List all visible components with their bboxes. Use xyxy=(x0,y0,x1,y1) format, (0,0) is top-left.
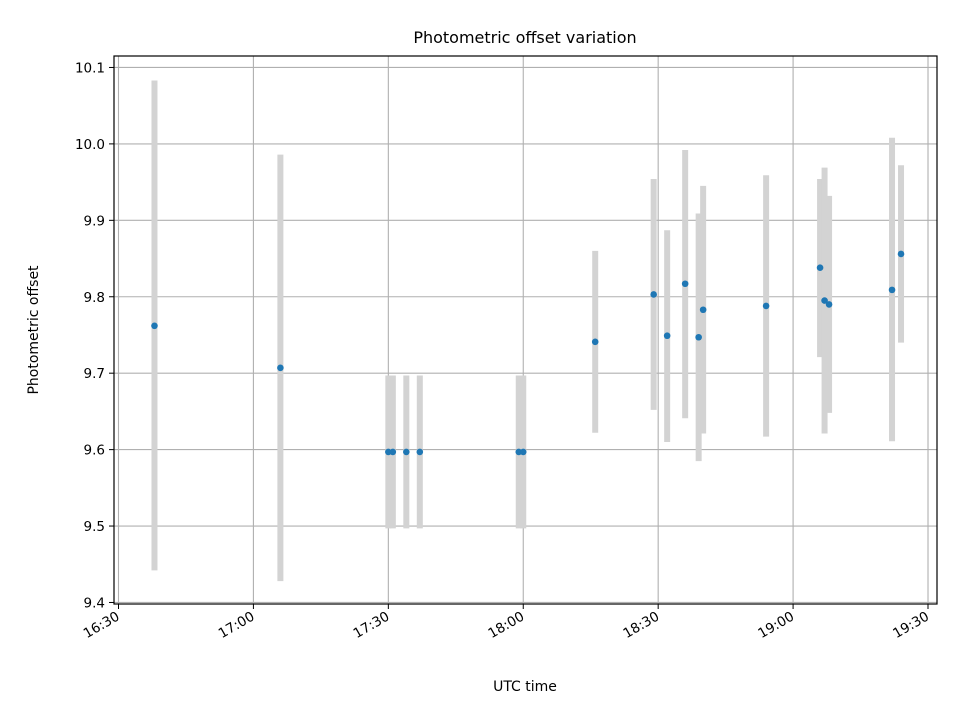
data-point xyxy=(650,291,657,298)
data-point xyxy=(403,448,410,456)
y-tick-label: 9.6 xyxy=(84,443,105,459)
data-point xyxy=(681,280,689,288)
data-point xyxy=(897,250,905,258)
error-bars xyxy=(151,80,905,582)
data-point xyxy=(416,448,424,456)
plot-frame xyxy=(113,55,938,605)
y-tick-label: 10.1 xyxy=(75,60,105,76)
x-axis-ticks: 16:30 17:00 17:30 18:00 18:30 19:00 19:30 xyxy=(81,604,932,642)
x-axis-label: UTC time xyxy=(493,679,557,695)
data-point xyxy=(277,364,284,372)
y-axis-ticks: 9.4 9.5 9.6 9.7 9.8 9.9 10.0 10.1 xyxy=(75,60,114,611)
chart-title: Photometric offset variation xyxy=(413,28,636,47)
data-point xyxy=(888,286,896,294)
data-point xyxy=(591,338,599,346)
data-point xyxy=(762,302,770,310)
y-tick-label: 9.4 xyxy=(84,595,105,611)
grid xyxy=(114,56,937,604)
x-tick-label: 17:30 xyxy=(351,609,393,642)
data-point xyxy=(821,297,828,304)
data-point xyxy=(663,332,671,340)
data-point xyxy=(389,448,397,456)
x-tick-label: 18:00 xyxy=(486,609,528,642)
x-tick-label: 19:00 xyxy=(755,609,797,642)
data-point xyxy=(816,264,824,272)
data-points xyxy=(151,250,905,456)
data-point xyxy=(519,448,527,456)
x-tick-label: 16:30 xyxy=(81,609,123,642)
data-point xyxy=(825,301,833,308)
y-tick-label: 9.7 xyxy=(84,366,105,382)
y-tick-label: 9.5 xyxy=(84,519,105,535)
y-tick-label: 9.9 xyxy=(84,213,105,229)
data-point xyxy=(151,322,158,330)
x-tick-label: 17:00 xyxy=(216,609,258,642)
data-point xyxy=(695,333,702,341)
y-axis-label: Photometric offset xyxy=(26,265,42,395)
data-point xyxy=(699,306,707,314)
x-tick-label: 19:30 xyxy=(890,609,932,642)
y-tick-label: 9.8 xyxy=(84,290,105,306)
x-tick-label: 18:30 xyxy=(620,609,662,642)
y-tick-label: 10.0 xyxy=(75,137,105,153)
